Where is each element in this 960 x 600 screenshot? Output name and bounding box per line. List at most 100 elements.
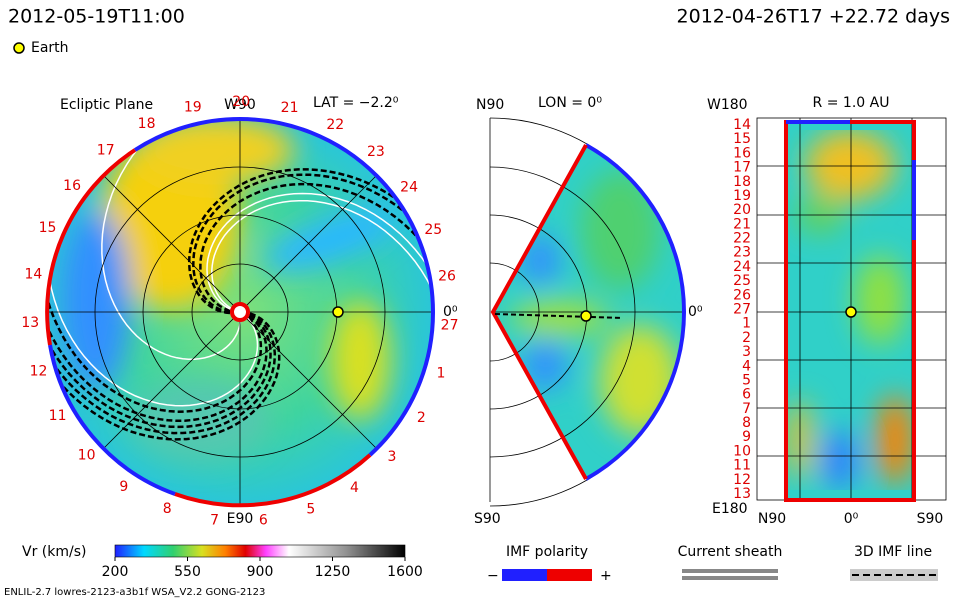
e90: E90 <box>227 511 254 527</box>
day-label: 3 <box>388 449 397 465</box>
sheath-line <box>101 136 242 361</box>
imf-line <box>47 314 272 429</box>
day-label: 13 <box>733 486 751 502</box>
day-label: 20 <box>733 202 751 218</box>
day-label: 2 <box>742 330 751 346</box>
day-label: 27 <box>441 317 459 333</box>
minus: − <box>487 568 499 584</box>
day-label: 20 <box>232 94 250 110</box>
day-label: 12 <box>30 363 48 379</box>
radius: R = 1.0 AU <box>813 95 890 111</box>
day-label: 15 <box>733 131 751 147</box>
zero-deg: 0⁰ <box>844 511 859 527</box>
day-label: 8 <box>742 415 751 431</box>
day-label: 17 <box>733 160 751 176</box>
day-label: 4 <box>742 358 751 374</box>
day-label: 15 <box>39 220 57 236</box>
w180: W180 <box>707 97 748 113</box>
positive-swatch <box>547 569 592 581</box>
imf-line <box>47 314 268 423</box>
colorbar <box>114 544 406 558</box>
day-label: 17 <box>97 143 115 159</box>
sheath-swatch <box>682 569 778 573</box>
w90: W90 <box>224 97 256 113</box>
colorbar-tick-label: 900 <box>247 564 274 580</box>
day-label: 14 <box>733 117 751 133</box>
earth-legend: Earth <box>31 40 69 56</box>
day-label: 19 <box>733 188 751 204</box>
plus: + <box>600 568 612 584</box>
day-label: 9 <box>742 429 751 445</box>
sheath-title: Current sheath <box>678 544 783 560</box>
polarity-rim <box>48 344 176 496</box>
day-label: 1 <box>742 316 751 332</box>
polarity-rim <box>45 148 137 346</box>
polarity-rim <box>585 311 687 481</box>
sheath-swatch <box>682 576 778 580</box>
polarity-rim <box>133 116 241 152</box>
earth <box>580 310 592 322</box>
day-label: 24 <box>400 180 418 196</box>
day-label: 8 <box>163 501 172 517</box>
day-label: 18 <box>733 174 751 190</box>
zero-deg: 0⁰ <box>688 304 703 320</box>
day-label: 11 <box>733 458 751 474</box>
day-label: 26 <box>438 269 456 285</box>
colorbar-tick-label: 1250 <box>315 564 351 580</box>
day-label: 6 <box>742 387 751 403</box>
footer: ENLIL-2.7 lowres-2123-a3b1f WSA_V2.2 GON… <box>4 587 265 598</box>
imf-line-title: 3D IMF line <box>854 544 932 560</box>
day-label: 1 <box>436 365 445 381</box>
day-label: 23 <box>367 144 385 160</box>
imf-line-band <box>850 569 938 581</box>
day-label: 26 <box>733 287 751 303</box>
earth <box>845 306 857 318</box>
earth <box>332 306 344 318</box>
colorbar-title: Vr (km/s) <box>22 544 86 560</box>
day-label: 25 <box>424 222 442 238</box>
imf-line <box>187 168 410 315</box>
day-label: 4 <box>350 480 359 496</box>
polarity-rim <box>174 453 372 508</box>
polarity-rim <box>490 144 588 480</box>
sheath-line <box>206 192 433 310</box>
day-label: 9 <box>119 479 128 495</box>
day-label: 19 <box>184 99 202 115</box>
polarity-rim <box>585 143 687 313</box>
run-time: 2012-04-26T17 +22.72 days <box>677 6 950 28</box>
day-label: 21 <box>281 100 299 116</box>
day-label: 22 <box>733 231 751 247</box>
day-label: 5 <box>306 502 315 518</box>
day-label: 3 <box>742 344 751 360</box>
e180: E180 <box>712 501 748 517</box>
day-label: 23 <box>733 245 751 261</box>
day-label: 10 <box>78 447 96 463</box>
imf-line <box>50 312 281 441</box>
n90: N90 <box>476 97 504 113</box>
imf-line <box>47 284 263 413</box>
n90: N90 <box>758 511 786 527</box>
day-label: 24 <box>733 259 751 275</box>
imf-line <box>47 313 277 435</box>
negative-swatch <box>502 569 547 581</box>
lon: LON = 0⁰ <box>538 95 602 111</box>
day-label: 11 <box>49 408 67 424</box>
day-label: 7 <box>210 513 219 529</box>
colorbar-tick-label: 1600 <box>387 564 423 580</box>
sim-time: 2012-05-19T11:00 <box>8 6 185 28</box>
s90: S90 <box>474 511 501 527</box>
day-label: 18 <box>138 116 156 132</box>
imf-line <box>192 173 418 314</box>
day-label: 16 <box>63 178 81 194</box>
day-label: 25 <box>733 273 751 289</box>
day-label: 14 <box>24 267 42 283</box>
day-label: 10 <box>733 443 751 459</box>
imf-line <box>494 313 623 319</box>
day-label: 21 <box>733 216 751 232</box>
day-label: 6 <box>259 513 268 529</box>
day-label: 7 <box>742 401 751 417</box>
day-label: 5 <box>742 373 751 389</box>
sun <box>230 302 250 322</box>
day-label: 13 <box>21 315 39 331</box>
